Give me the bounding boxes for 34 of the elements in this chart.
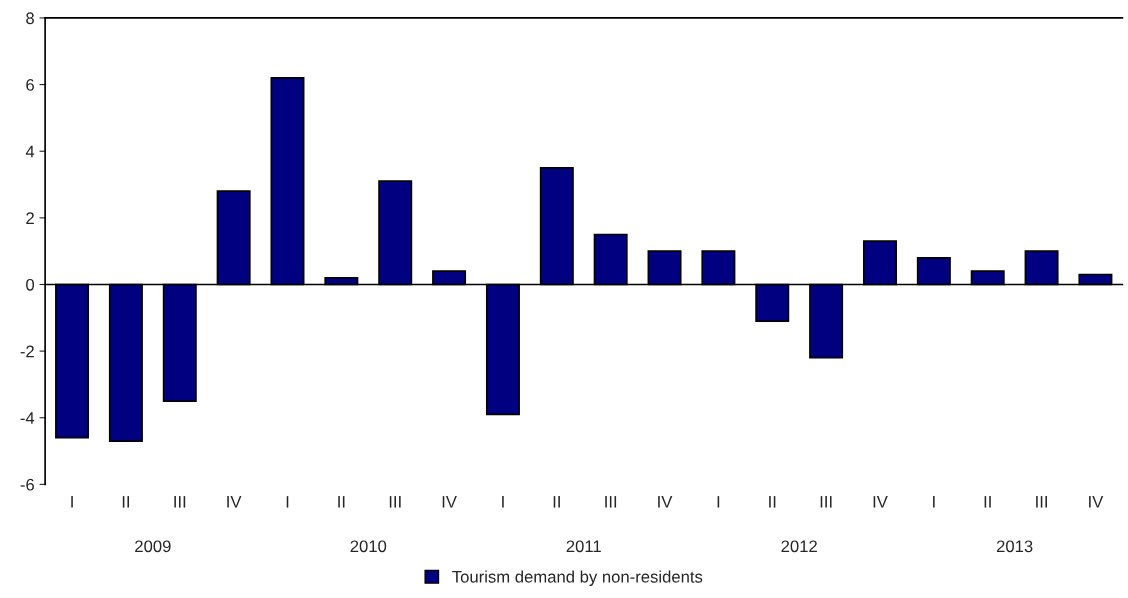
- x-tick-label: III: [389, 496, 401, 508]
- legend-label: Tourism demand by non-residents: [452, 570, 703, 586]
- x-tick-label: II: [984, 496, 991, 508]
- x-tick-label: II: [553, 496, 560, 508]
- y-tick-label: -2: [20, 345, 34, 358]
- x-tick-label: IV: [442, 496, 457, 508]
- x-tick-label: I: [717, 496, 720, 508]
- y-tick-label: 2: [26, 212, 34, 224]
- text: 2009: [135, 540, 171, 553]
- y-tick-label: 0: [26, 278, 35, 291]
- x-tick-label: I: [286, 496, 289, 508]
- text: 2013: [996, 540, 1033, 553]
- x-tick-label: II: [338, 496, 345, 508]
- y-tick-label: 8: [26, 12, 34, 25]
- y-tick-label: 4: [25, 145, 35, 158]
- x-tick-label: I: [71, 496, 73, 508]
- x-tick-label: IV: [873, 496, 888, 508]
- x-tick-label: III: [820, 496, 832, 508]
- y-tick-label: 6: [26, 78, 34, 91]
- x-tick-label: I: [933, 496, 935, 508]
- x-tick-label: IV: [1089, 496, 1104, 508]
- x-tick-label: IV: [227, 496, 242, 508]
- x-tick-label: IV: [658, 496, 673, 508]
- x-tick-label: I: [502, 496, 504, 508]
- text: 2010: [350, 540, 387, 553]
- x-tick-label: II: [769, 496, 776, 508]
- x-tick-label: III: [1036, 496, 1047, 508]
- x-tick-label: II: [122, 496, 130, 508]
- y-tick-label: -6: [20, 478, 34, 491]
- x-tick-label: III: [174, 496, 186, 508]
- x-tick-label: III: [605, 496, 617, 508]
- y-tick-label: -4: [20, 412, 35, 424]
- text: 2011: [566, 540, 601, 553]
- text: 2012: [781, 540, 817, 553]
